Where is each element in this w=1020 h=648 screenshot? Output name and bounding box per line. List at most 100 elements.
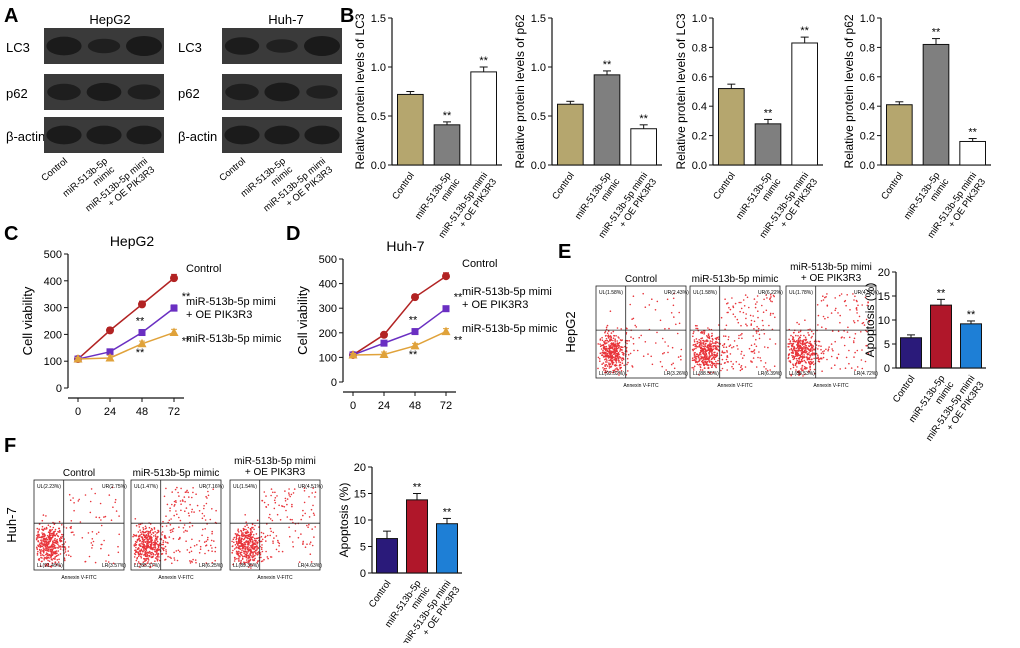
flow-event — [185, 507, 188, 509]
flow-event — [664, 328, 666, 330]
bar — [630, 128, 657, 166]
flow-event — [234, 533, 237, 535]
flow-event — [143, 536, 146, 538]
flow-event — [69, 499, 72, 502]
flow-event — [147, 561, 149, 563]
blot-band — [126, 36, 162, 56]
flow-event — [112, 506, 114, 509]
flow-event — [302, 540, 305, 543]
quadrant-label: LR(4.63%) — [298, 563, 322, 569]
flow-event — [698, 358, 701, 360]
flow-event — [117, 545, 119, 548]
y-axis-label: Cell viability — [295, 286, 310, 355]
flow-event — [605, 326, 608, 329]
flow-event — [814, 372, 816, 375]
flow-event — [241, 533, 243, 536]
blot-band — [46, 36, 82, 56]
flow-event — [45, 540, 48, 542]
lane-label: Control — [39, 156, 70, 184]
flow-event — [36, 547, 38, 549]
flow-event — [616, 367, 618, 369]
flow-event — [738, 334, 740, 337]
flow-event — [152, 541, 154, 544]
flow-event — [711, 352, 713, 355]
flow-event — [699, 352, 701, 354]
flow-event — [277, 539, 279, 542]
flow-event — [239, 562, 242, 565]
flow-event — [654, 309, 657, 311]
flow-event — [90, 542, 93, 544]
flow-event — [811, 346, 814, 349]
flow-event — [244, 561, 246, 564]
flow-event — [236, 551, 239, 553]
flow-event — [311, 544, 314, 547]
flow-event — [186, 489, 188, 492]
flow-event — [165, 487, 167, 490]
flow-event — [244, 543, 247, 546]
flow-event — [149, 543, 152, 546]
flow-event — [715, 341, 717, 343]
flow-event — [840, 293, 843, 295]
flow-event — [107, 561, 110, 563]
flow-event — [202, 528, 204, 531]
flow-event — [206, 538, 209, 541]
flow-event — [44, 565, 47, 567]
flow-event — [262, 532, 265, 535]
flow-event — [193, 511, 195, 513]
flow-event — [48, 533, 51, 535]
flow-event — [141, 538, 144, 541]
flow-event — [644, 306, 647, 309]
flow-event — [272, 540, 274, 542]
flow-event — [290, 493, 293, 496]
flow-event — [60, 537, 63, 539]
flow-event — [142, 550, 144, 553]
flow-event — [602, 369, 605, 371]
flow-event — [703, 332, 706, 334]
flow-event — [270, 530, 273, 533]
flow-event — [799, 361, 802, 364]
flow-event — [836, 356, 838, 359]
flow-event — [147, 539, 150, 541]
flow-event — [40, 539, 42, 541]
flow-event — [134, 544, 137, 547]
flow-event — [714, 337, 717, 340]
flow-event — [164, 545, 167, 548]
significance-label: ** — [967, 309, 976, 321]
flow-event — [680, 358, 682, 361]
flow-event — [155, 542, 158, 545]
flow-event — [165, 515, 167, 517]
flow-event — [837, 312, 839, 314]
flow-event — [276, 495, 278, 497]
flow-event — [695, 347, 697, 350]
flow-event — [750, 319, 753, 322]
flow-event — [43, 549, 45, 551]
flow-event — [41, 545, 43, 547]
flow-event — [247, 549, 250, 552]
flow-event — [614, 368, 617, 370]
flow-event — [634, 324, 636, 327]
flow-event — [847, 326, 849, 329]
flow-event — [309, 541, 312, 543]
flow-event — [175, 550, 178, 552]
flow-event — [755, 338, 757, 341]
flow-event — [765, 294, 767, 296]
flow-event — [257, 553, 259, 556]
flow-event — [861, 349, 863, 351]
flow-event — [846, 294, 848, 296]
flow-event — [610, 366, 612, 368]
flow-event — [604, 371, 606, 374]
flow-event — [165, 549, 167, 551]
flow-event — [91, 547, 93, 549]
flow-event — [606, 355, 609, 358]
flow-event — [703, 351, 705, 353]
flow-event — [233, 560, 236, 562]
flow-event — [808, 362, 811, 364]
flow-event — [612, 345, 615, 347]
flow-event — [606, 353, 608, 356]
flow-x-axis-label: Annexin V-FITC — [257, 575, 293, 581]
flow-event — [47, 563, 50, 565]
flow-event — [695, 358, 698, 360]
flow-event — [848, 349, 850, 352]
flow-plot-frame — [595, 285, 687, 379]
flow-event — [252, 534, 255, 536]
